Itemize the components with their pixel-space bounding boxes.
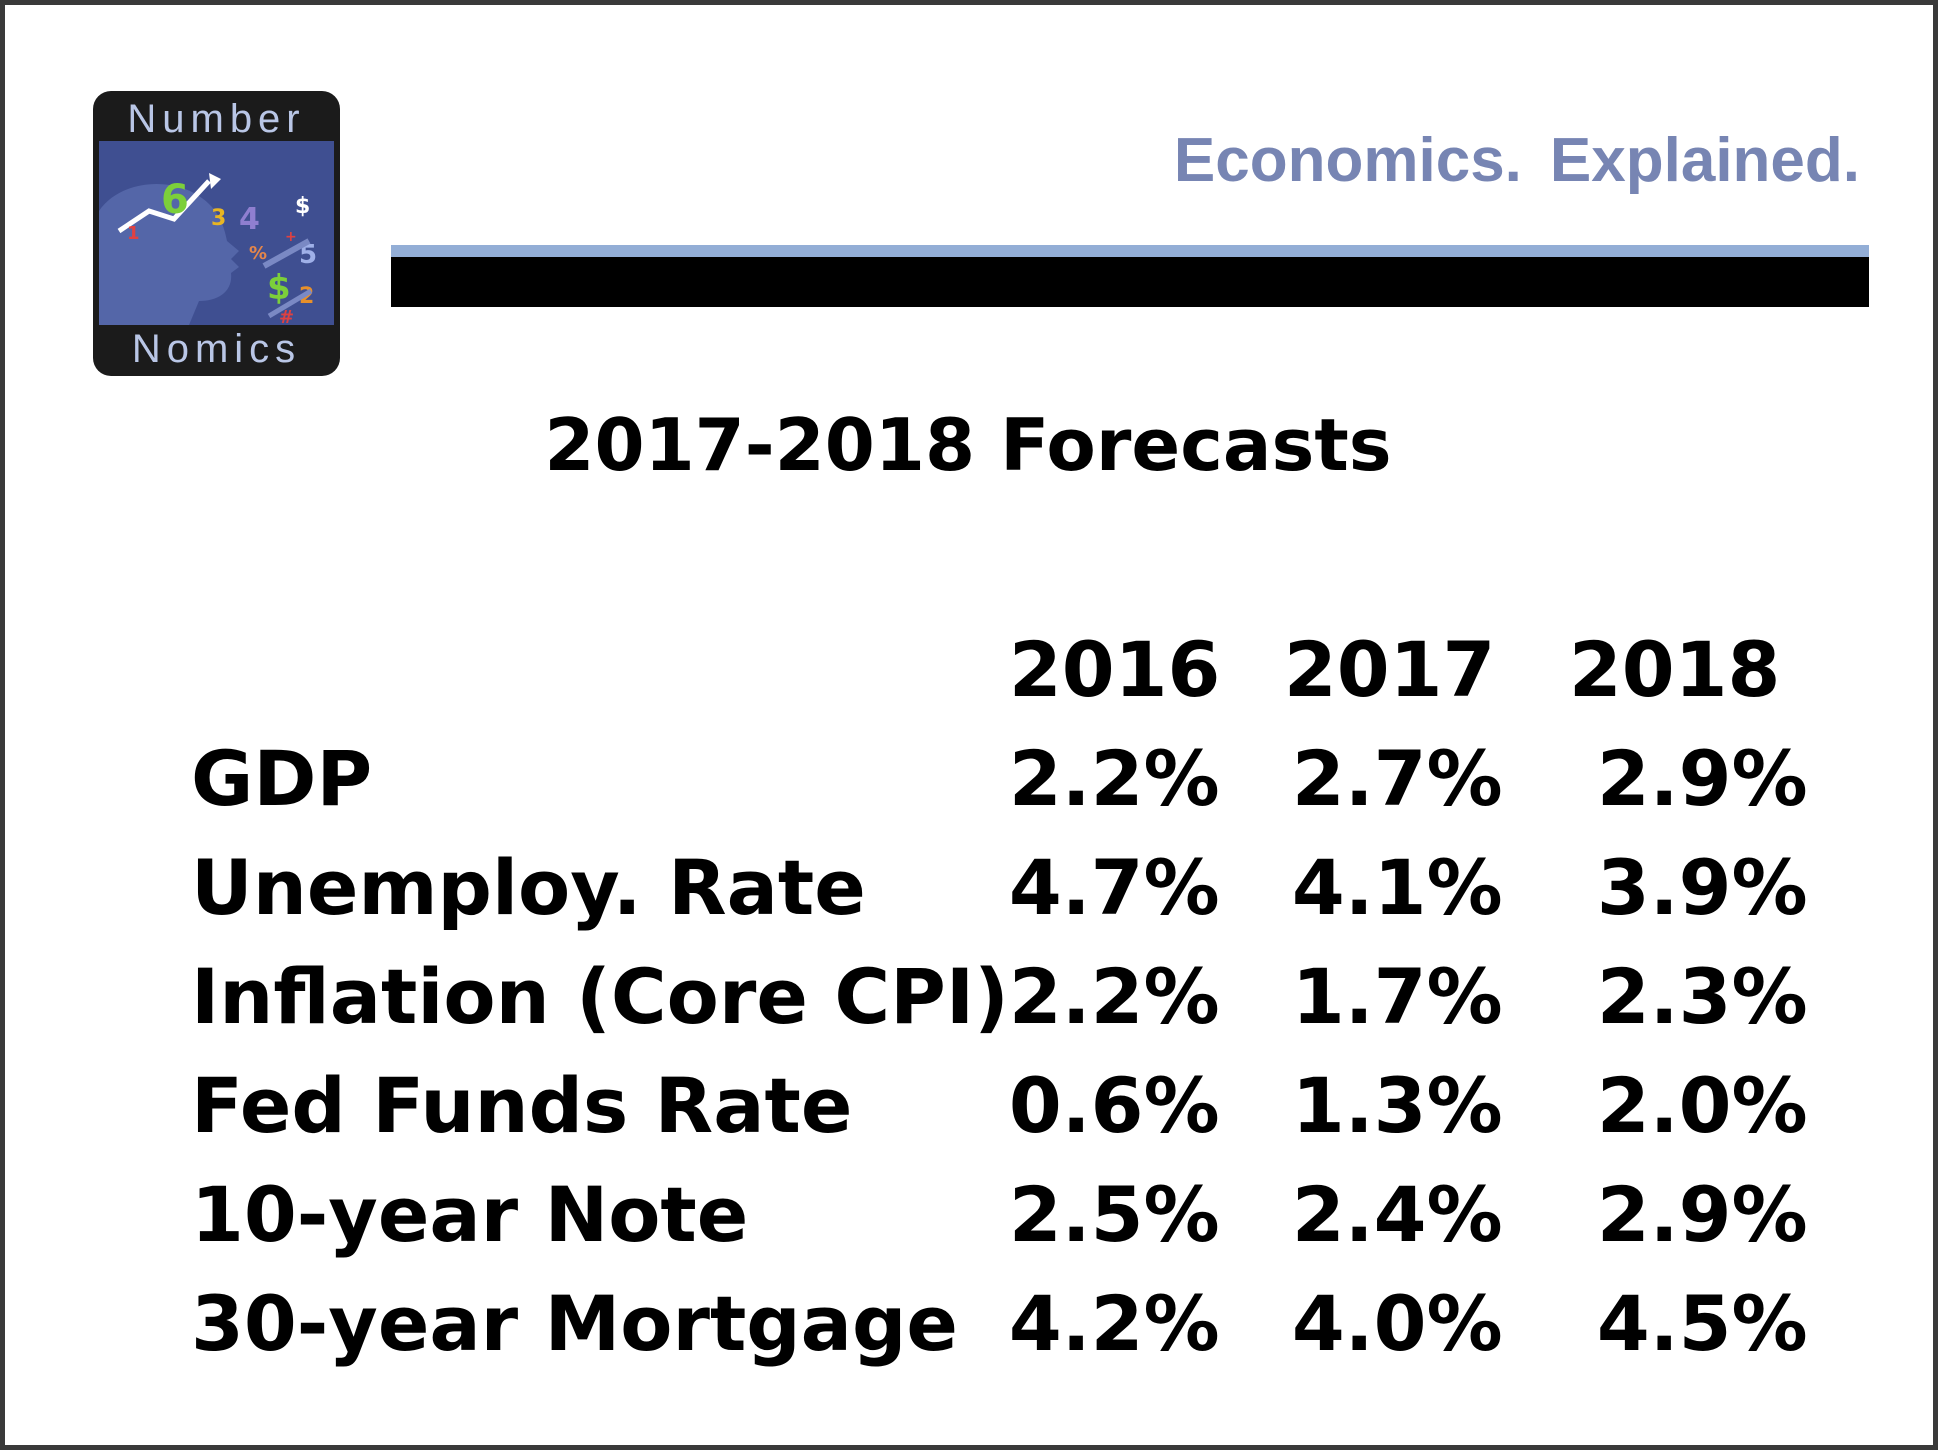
header-bar-dark	[391, 257, 1869, 307]
row-label: 30-year Mortgage	[191, 1278, 958, 1368]
cell-2018: 2.0%	[1596, 1060, 1808, 1150]
table-row: 30-year Mortgage 4.2% 4.0% 4.5%	[191, 1269, 1808, 1378]
header-2017: 2017	[1283, 624, 1496, 714]
svg-text:%: %	[249, 243, 267, 264]
cell-2016: 2.5%	[1008, 1169, 1220, 1259]
cell-2016: 4.7%	[1008, 842, 1220, 932]
cell-2018: 3.9%	[1596, 842, 1808, 932]
cell-2017: 2.7%	[1291, 733, 1503, 823]
row-label: GDP	[191, 733, 373, 823]
cell-2017: 1.3%	[1291, 1060, 1503, 1150]
table-row: Inflation (Core CPI) 2.2% 1.7% 2.3%	[191, 942, 1808, 1051]
header-empty	[191, 615, 1009, 724]
cell-2017: 4.1%	[1291, 842, 1503, 932]
cell-2018: 4.5%	[1596, 1278, 1808, 1368]
table-header-row: 2016 2017 2018	[191, 615, 1781, 724]
header-2016: 2016	[1008, 624, 1221, 714]
table-row: GDP 2.2% 2.7% 2.9%	[191, 724, 1808, 833]
logo-top-word: Number	[127, 97, 306, 141]
cell-2018: 2.3%	[1596, 951, 1808, 1041]
table-row: 10-year Note 2.5% 2.4% 2.9%	[191, 1160, 1808, 1269]
cell-2018: 2.9%	[1596, 733, 1808, 823]
svg-text:6: 6	[161, 177, 189, 223]
logo-head-icon: 1 6 3 4 $ % 5 + $ 2 #	[99, 141, 334, 328]
row-label: Inflation (Core CPI)	[191, 951, 1009, 1041]
cell-2018: 2.9%	[1596, 1169, 1808, 1259]
tagline-part1: Economics.	[1173, 126, 1522, 195]
tagline-part2: Explained.	[1549, 126, 1860, 195]
cell-2017: 1.7%	[1291, 951, 1503, 1041]
cell-2017: 4.0%	[1291, 1278, 1503, 1368]
header-2018: 2018	[1568, 624, 1781, 714]
svg-text:$: $	[267, 268, 291, 308]
svg-text:+: +	[285, 229, 297, 245]
cell-2017: 2.4%	[1291, 1169, 1503, 1259]
numbernomics-logo: Number 1 6 3 4 $ % 5 + $ 2 # N	[93, 91, 340, 376]
logo-artwork: 1 6 3 4 $ % 5 + $ 2 #	[99, 141, 334, 328]
cell-2016: 0.6%	[1008, 1060, 1220, 1150]
cell-2016: 2.2%	[1008, 951, 1220, 1041]
header-bar-light	[391, 245, 1869, 257]
svg-text:#: #	[279, 307, 294, 325]
row-label: 10-year Note	[191, 1169, 749, 1259]
row-label: Fed Funds Rate	[191, 1060, 853, 1150]
row-label: Unemploy. Rate	[191, 842, 866, 932]
cell-2016: 4.2%	[1008, 1278, 1220, 1368]
svg-text:$: $	[295, 194, 310, 219]
page-title: 2017-2018 Forecasts	[5, 403, 1938, 487]
page-title-text: 2017-2018 Forecasts	[544, 403, 1392, 487]
svg-text:4: 4	[239, 202, 260, 237]
table-row: Unemploy. Rate 4.7% 4.1% 3.9%	[191, 833, 1808, 942]
cell-2016: 2.2%	[1008, 733, 1220, 823]
table-row: Fed Funds Rate 0.6% 1.3% 2.0%	[191, 1051, 1808, 1160]
svg-text:1: 1	[127, 223, 140, 244]
tagline: Economics. Explained.	[1174, 125, 1860, 196]
svg-text:5: 5	[299, 240, 317, 270]
logo-bottom-word: Nomics	[131, 327, 302, 371]
forecast-table: 2016 2017 2018 GDP 2.2% 2.7% 2.9% Unempl…	[191, 615, 1808, 1378]
svg-text:3: 3	[211, 206, 226, 231]
